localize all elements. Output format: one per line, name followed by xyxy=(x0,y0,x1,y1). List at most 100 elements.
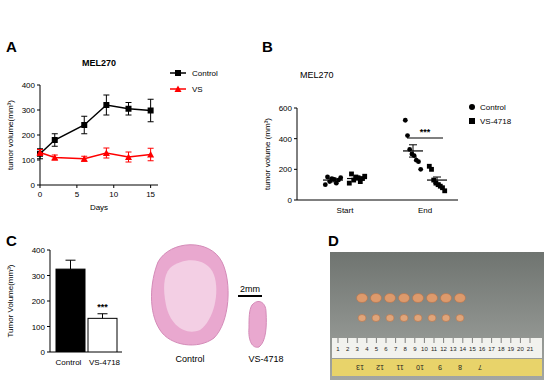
ruler-tick xyxy=(338,338,339,343)
ruler-label: 15 xyxy=(469,346,476,352)
error-bar xyxy=(81,116,87,134)
ruler-label: 12 xyxy=(376,364,384,371)
ruler-tick xyxy=(357,338,358,343)
error-bar xyxy=(353,177,361,180)
x-tick-label: Control xyxy=(56,358,82,367)
scale-bar-label: 2mm xyxy=(240,284,260,294)
ruler-tick xyxy=(395,338,396,343)
ruler-tick xyxy=(405,338,406,343)
marker xyxy=(403,118,408,123)
plot-area xyxy=(323,118,447,193)
ruler-tick xyxy=(462,338,463,343)
marker xyxy=(52,137,58,143)
tumor xyxy=(442,315,450,322)
y-tick-label: 400 xyxy=(279,135,293,144)
legend-label: VS-4718 xyxy=(480,117,512,126)
error-bar xyxy=(148,99,154,122)
y-tick xyxy=(47,352,50,353)
y-tick-label: 300 xyxy=(22,106,36,115)
panel-label: D xyxy=(328,232,339,249)
y-tick xyxy=(37,85,40,86)
ruler-label: 21 xyxy=(527,346,534,352)
error-bar xyxy=(81,156,87,161)
legend-marker xyxy=(175,70,181,76)
ruler-label: 4 xyxy=(365,346,369,352)
legend-label: Control xyxy=(480,103,506,112)
ruler-tick xyxy=(472,338,473,343)
x-axis xyxy=(40,185,158,186)
tumor xyxy=(372,315,380,322)
tumor xyxy=(428,315,436,322)
ruler-label: 20 xyxy=(517,346,524,352)
y-tick-label: 0 xyxy=(41,348,46,357)
ruler-tick xyxy=(482,338,483,343)
ruler-label: 16 xyxy=(479,346,486,352)
panel-label: C xyxy=(6,232,17,249)
bar xyxy=(56,269,85,352)
ruler-tick xyxy=(453,338,454,343)
tumor xyxy=(399,294,410,303)
marker xyxy=(81,155,88,162)
marker xyxy=(349,172,354,177)
ruler-label: 14 xyxy=(459,346,466,352)
title: MEL270 xyxy=(300,70,334,80)
ruler-tick xyxy=(414,338,415,343)
marker xyxy=(405,133,410,138)
marker xyxy=(362,174,367,179)
x-tick-label: Start xyxy=(337,206,355,215)
x-tick xyxy=(40,185,41,188)
y-axis xyxy=(297,108,298,200)
error-bar xyxy=(98,314,108,319)
ruler-label: 2 xyxy=(346,346,350,352)
histology-vs xyxy=(249,301,266,347)
x-tick-label: 10 xyxy=(109,190,118,199)
y-tick-label: 0 xyxy=(31,181,36,190)
ruler xyxy=(332,338,542,358)
ruler-tick xyxy=(491,338,492,343)
ruler-label: 6 xyxy=(384,346,388,352)
ruler-label: 10 xyxy=(416,364,424,371)
figure: ABCDMEL2700100200300400051015Daystumor v… xyxy=(0,0,548,382)
error-bar xyxy=(103,95,109,115)
ruler-label: 8 xyxy=(404,346,408,352)
mean-line xyxy=(347,178,367,179)
bar xyxy=(88,318,117,352)
marker xyxy=(429,167,434,172)
ruler-tick xyxy=(443,338,444,343)
marker xyxy=(323,182,328,187)
histology-label: VS-4718 xyxy=(248,354,283,364)
tumor xyxy=(400,315,408,322)
x-tick-label: VS-4718 xyxy=(89,358,121,367)
histology-label: Control xyxy=(175,354,204,364)
y-tick xyxy=(47,275,50,276)
marker xyxy=(125,154,132,161)
ruler-tick xyxy=(434,338,435,343)
legend-label: Control xyxy=(192,69,218,78)
ruler-label: 8 xyxy=(458,364,462,371)
ruler-tick xyxy=(347,338,348,343)
ruler-label: 12 xyxy=(440,346,447,352)
ruler-label: 11 xyxy=(396,364,403,371)
histology-control-inner xyxy=(164,260,216,331)
tumor xyxy=(413,294,424,303)
x-axis xyxy=(297,200,458,201)
error-bar xyxy=(148,148,154,161)
y-label: tumor volume (mm³) xyxy=(263,118,272,190)
x-tick xyxy=(113,185,114,188)
error-bar xyxy=(37,150,43,156)
tumor xyxy=(357,294,368,303)
error-bar xyxy=(126,103,132,116)
x-tick xyxy=(76,185,77,188)
ruler-yellow xyxy=(332,359,542,376)
x-label: Days xyxy=(90,203,108,212)
ruler-label: 11 xyxy=(431,346,438,352)
legend-marker xyxy=(469,104,475,110)
tumor xyxy=(358,315,366,322)
ruler-tick xyxy=(530,338,531,343)
marker xyxy=(148,108,154,114)
error-bar xyxy=(52,134,58,147)
marker xyxy=(103,150,110,157)
ruler-label: 10 xyxy=(421,346,428,352)
histology-control xyxy=(152,245,229,345)
x-tick-label: 5 xyxy=(75,190,80,199)
